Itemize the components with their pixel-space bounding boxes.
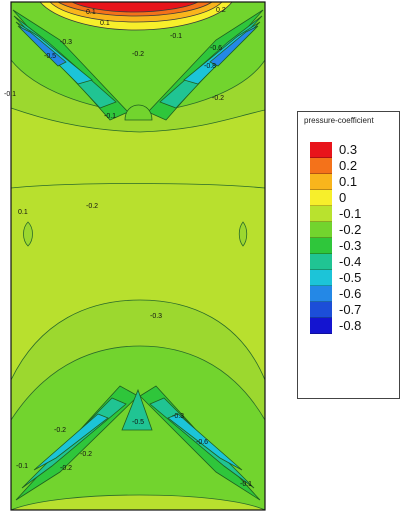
contour-label: -0.1 [104,113,116,120]
contour-label: -0.2 [132,51,144,58]
legend-label: -0.6 [339,286,362,301]
top-right-wedge-4 [209,25,259,67]
bottom-center-wedge [121,388,153,431]
legend-item: -0.4 [310,254,400,270]
contour-label: -0.1 [240,481,252,488]
legend-label: -0.7 [339,302,362,317]
contour-label: -0.6 [196,439,208,446]
middle-contours [10,183,266,247]
legend-swatch [310,286,332,302]
legend-swatch [310,142,332,158]
mid-blob-right [238,221,248,247]
contour-label: -0.2 [86,203,98,210]
legend-item: -0.8 [310,318,400,334]
legend-swatch [310,190,332,206]
contour-label: -0.5 [132,419,144,426]
contour-label: 0.2 [216,7,226,14]
legend-swatch [310,254,332,270]
bottom-right-wedge-3 [167,413,243,471]
legend-item: 0.1 [310,174,400,190]
legend-label: 0.3 [339,142,358,157]
contour-label: -0.2 [212,95,224,102]
contour-label: -0.6 [210,45,222,52]
contour-label: -0.5 [44,53,56,60]
legend-label: -0.2 [339,222,362,237]
legend-label: 0.2 [339,158,358,173]
legend-swatch [310,302,332,318]
top-positive-band-4 [71,1,199,13]
bottom-base-band [10,494,266,511]
legend-title: pressure-coefficient [304,116,374,125]
contour-label: -0.2 [54,427,66,434]
legend-swatch [310,174,332,190]
legend-label: 0.1 [339,174,358,189]
legend-label: -0.3 [339,238,362,253]
top-left-wedge-4 [17,25,67,67]
legend-swatch [310,238,332,254]
legend-item: 0.2 [310,158,400,174]
legend-swatch [310,270,332,286]
contour-label: -0.3 [60,39,72,46]
legend-swatch [310,222,332,238]
contour-label: -0.1 [4,91,16,98]
mid-blob-left [23,221,33,247]
legend-swatch [310,158,332,174]
contour-label: -0.2 [60,465,72,472]
contour-label: -0.2 [80,451,92,458]
top-center-bump [124,104,153,121]
legend-item: -0.6 [310,286,400,302]
legend-item: -0.7 [310,302,400,318]
contour-label: -0.3 [172,413,184,420]
color-legend: pressure-coefficient 0.3 0.2 0.1 0 -0.1 -0.2-… [297,111,400,399]
legend-item: -0.2 [310,222,400,238]
bottom-contours [10,299,266,511]
legend-label: -0.8 [339,318,362,333]
legend-label: -0.4 [339,254,362,269]
contour-label: 0.1 [18,209,28,216]
contour-labels: 0.1 0.1 0.2 -0.1 -0.2 -0.3 -0.5 -0.6 -0.… [4,7,252,488]
legend-item: 0 [310,190,400,206]
top-contours [10,1,266,133]
bottom-left-wedge-3 [33,413,109,471]
legend-label: -0.5 [339,270,362,285]
contour-label: -0.3 [150,313,162,320]
legend-label: 0 [339,190,347,205]
contour-label: 0.1 [86,9,96,16]
legend-swatch [310,206,332,222]
domain-outline [10,1,266,511]
contour-label: -0.1 [170,33,182,40]
legend-label: -0.1 [339,206,362,221]
legend-item: -0.3 [310,238,400,254]
legend-swatch [310,318,332,334]
legend-item: 0.3 [310,142,400,158]
mid-line-1 [10,183,266,189]
contour-label: 0.1 [100,20,110,27]
contour-label: -0.1 [16,463,28,470]
legend-item: -0.1 [310,206,400,222]
contour-label: -0.8 [204,63,216,70]
legend-item: -0.5 [310,270,400,286]
